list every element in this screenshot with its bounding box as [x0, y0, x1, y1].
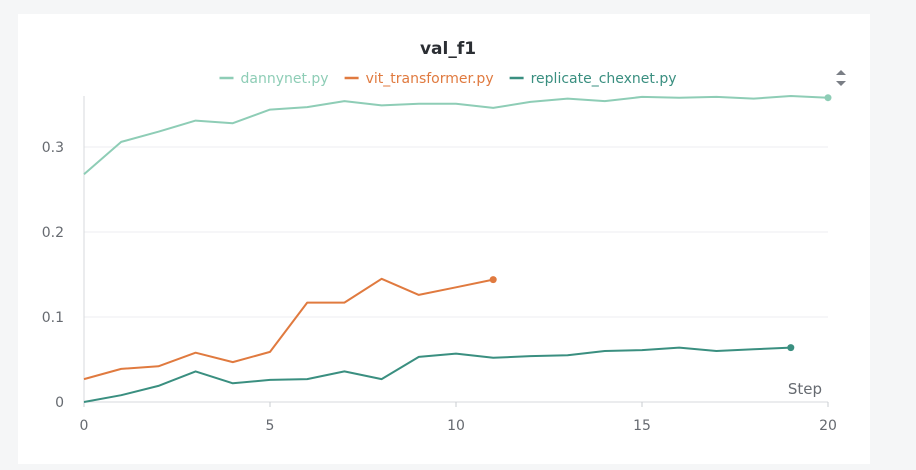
x-tick-label: 10: [447, 418, 465, 434]
legend-item[interactable]: vit_transformer.py: [344, 71, 494, 87]
series-line[interactable]: [83, 277, 494, 381]
x-tick-label: 20: [819, 418, 837, 434]
y-tick-label: 0.1: [42, 310, 64, 326]
scroll-up-icon[interactable]: [836, 70, 846, 75]
legend-label: vit_transformer.py: [366, 71, 494, 87]
x-tick-label: 5: [266, 418, 275, 434]
series-line[interactable]: [83, 346, 791, 403]
series-endpoint-marker[interactable]: [824, 94, 832, 102]
axes: 0 0.1 0.2 0.3 0 5 10 15 20: [42, 96, 837, 434]
y-tick-label: 0.2: [42, 225, 64, 241]
x-tick-label: 0: [80, 418, 89, 434]
chart-panel: val_f1 dannynet.py vit_transformer.py repl…: [18, 14, 870, 464]
series-line[interactable]: [83, 95, 829, 175]
grid: [84, 146, 828, 318]
y-tick-label: 0: [55, 395, 64, 411]
legend-item[interactable]: replicate_chexnet.py: [509, 71, 677, 87]
x-axis-label: Step: [788, 380, 822, 398]
legend-label: replicate_chexnet.py: [531, 71, 677, 87]
series-endpoint-marker[interactable]: [489, 276, 497, 284]
series-layer: [83, 94, 832, 403]
legend-item[interactable]: dannynet.py: [219, 71, 329, 87]
y-tick-label: 0.3: [42, 140, 64, 156]
line-chart: val_f1 dannynet.py vit_transformer.py repl…: [42, 39, 846, 434]
scroll-down-icon[interactable]: [836, 81, 846, 86]
x-tick-label: 15: [633, 418, 651, 434]
legend: dannynet.py vit_transformer.py replicate_c…: [219, 71, 677, 87]
chart-title: val_f1: [420, 39, 476, 59]
series-endpoint-marker[interactable]: [787, 344, 795, 352]
legend-scroll-icon[interactable]: [836, 70, 846, 86]
legend-label: dannynet.py: [241, 71, 329, 87]
